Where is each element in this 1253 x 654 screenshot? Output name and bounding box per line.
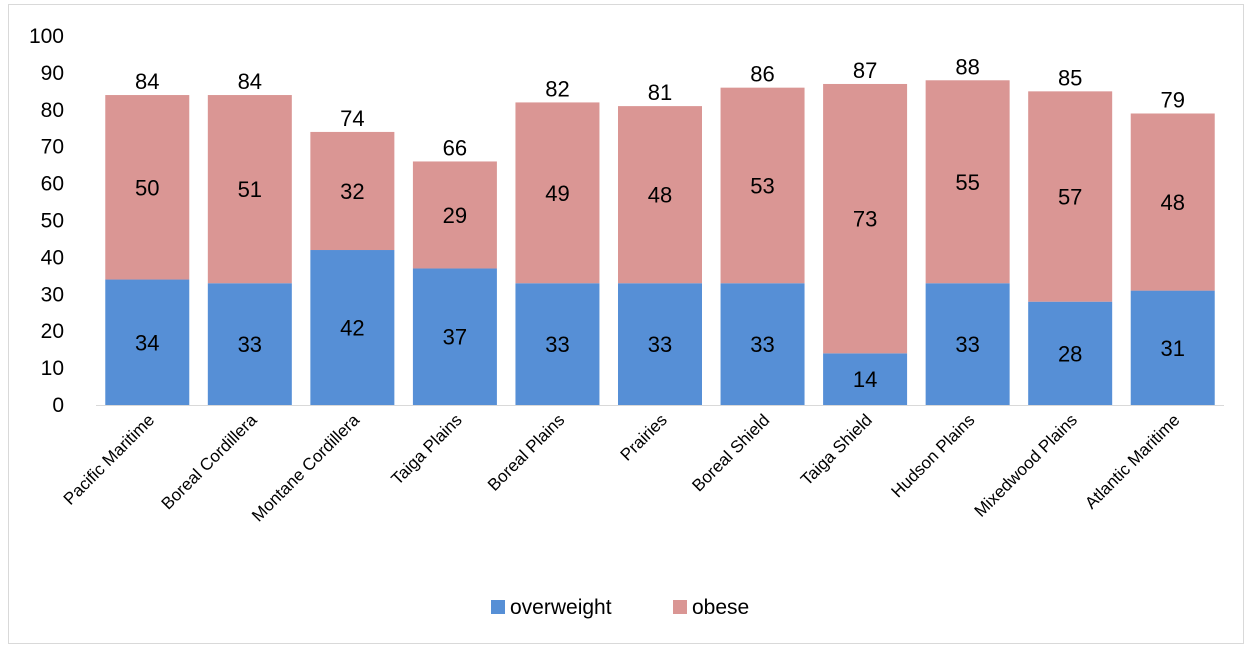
data-label-obese: 48 xyxy=(648,183,672,208)
y-tick-label: 90 xyxy=(41,62,64,85)
bar-segment-obese xyxy=(207,95,292,284)
data-label-obese: 51 xyxy=(238,177,262,202)
y-tick-label: 20 xyxy=(41,320,64,343)
bar-segment-overweight xyxy=(412,268,497,405)
x-tick-label: Mixedwood Plains xyxy=(971,410,1081,520)
x-tick-label: Boreal Cordillera xyxy=(158,410,261,513)
data-label-obese: 29 xyxy=(443,203,467,228)
y-tick-label: 70 xyxy=(41,136,64,159)
bar-segment-obese xyxy=(925,80,1010,284)
x-tick-label: Montane Cordillera xyxy=(248,410,363,525)
y-tick-label: 80 xyxy=(41,99,64,122)
data-label-obese: 57 xyxy=(1058,185,1082,210)
y-tick-label: 40 xyxy=(41,246,64,269)
bar-segment-obese xyxy=(823,83,908,354)
data-label-overweight: 28 xyxy=(1058,341,1082,366)
data-label-obese: 49 xyxy=(545,181,569,206)
bar-segment-overweight xyxy=(207,283,292,405)
data-label-overweight: 33 xyxy=(648,332,672,357)
legend-label-obese: obese xyxy=(692,596,749,619)
x-tick-label: Boreal Shield xyxy=(688,410,773,495)
total-label: 79 xyxy=(1160,87,1184,112)
total-label: 84 xyxy=(135,69,159,94)
bar-segment-obese xyxy=(1130,113,1215,291)
bar-segment-obese xyxy=(515,102,600,284)
y-tick-label: 100 xyxy=(29,25,64,48)
x-tick-label: Prairies xyxy=(617,410,671,464)
x-tick-label: Pacific Maritime xyxy=(60,410,158,508)
y-tick-label: 10 xyxy=(41,357,64,380)
total-label: 74 xyxy=(340,106,364,131)
x-tick-label: Atlantic Maritime xyxy=(1081,410,1183,512)
bar-segment-obese xyxy=(310,131,395,251)
total-label: 87 xyxy=(853,58,877,83)
bar-segment-overweight xyxy=(618,283,702,405)
y-axis: 0 10 20 30 40 50 60 70 80 90 100 xyxy=(29,25,64,417)
bar-segment-overweight xyxy=(1028,301,1113,405)
y-tick-label: 30 xyxy=(41,283,64,306)
bar-segment-obese xyxy=(618,106,702,284)
data-label-obese: 73 xyxy=(853,207,877,232)
legend-swatch-overweight xyxy=(491,600,505,614)
data-label-overweight: 33 xyxy=(955,332,979,357)
x-axis: Pacific Maritime Boreal CordilleraMontane… xyxy=(60,405,1224,525)
bar-segment-overweight xyxy=(720,283,805,405)
data-label-obese: 32 xyxy=(340,179,364,204)
bar-segment-overweight xyxy=(310,250,395,405)
data-label-obese: 50 xyxy=(135,175,159,200)
y-tick-label: 60 xyxy=(41,173,64,196)
total-label: 81 xyxy=(648,80,672,105)
legend-label-overweight: overweight xyxy=(510,596,612,619)
data-label-obese: 48 xyxy=(1160,190,1184,215)
legend: overweight obese xyxy=(491,596,749,619)
data-label-overweight: 34 xyxy=(135,330,159,355)
total-label: 66 xyxy=(443,135,467,160)
y-tick-label: 50 xyxy=(41,210,64,233)
y-tick-label: 0 xyxy=(52,394,64,417)
x-tick-label: Taiga Plains xyxy=(387,410,465,488)
data-label-overweight: 33 xyxy=(750,332,774,357)
data-label-overweight: 37 xyxy=(443,325,467,350)
bar-segment-obese xyxy=(105,95,190,280)
bar-segment-obese xyxy=(720,87,805,284)
bars: 34 50 84 33 51 84 42 32 74 37 29 66 33 49 82 33 48 81 33 53… xyxy=(105,54,1215,405)
data-label-overweight: 33 xyxy=(238,332,262,357)
bar-segment-overweight xyxy=(925,283,1010,405)
data-label-overweight: 33 xyxy=(545,332,569,357)
data-label-obese: 53 xyxy=(750,173,774,198)
bar-segment-obese xyxy=(412,161,497,269)
bar-segment-overweight xyxy=(105,279,190,405)
bar-segment-obese xyxy=(1028,91,1113,302)
data-label-obese: 55 xyxy=(955,170,979,195)
data-label-overweight: 42 xyxy=(340,316,364,341)
data-label-overweight: 31 xyxy=(1160,336,1184,361)
total-label: 85 xyxy=(1058,65,1082,90)
x-tick-label: Boreal Plains xyxy=(484,410,568,494)
x-tick-label: Hudson Plains xyxy=(888,410,979,501)
total-label: 82 xyxy=(545,76,569,101)
total-label: 86 xyxy=(750,62,774,87)
legend-swatch-obese xyxy=(673,600,687,614)
bar-segment-overweight xyxy=(823,353,908,405)
data-label-overweight: 14 xyxy=(853,367,877,392)
x-tick-label: Taiga Shield xyxy=(797,410,876,489)
bar-segment-overweight xyxy=(515,283,600,405)
total-label: 88 xyxy=(955,54,979,79)
total-label: 84 xyxy=(238,69,262,94)
bar-segment-overweight xyxy=(1130,290,1215,405)
